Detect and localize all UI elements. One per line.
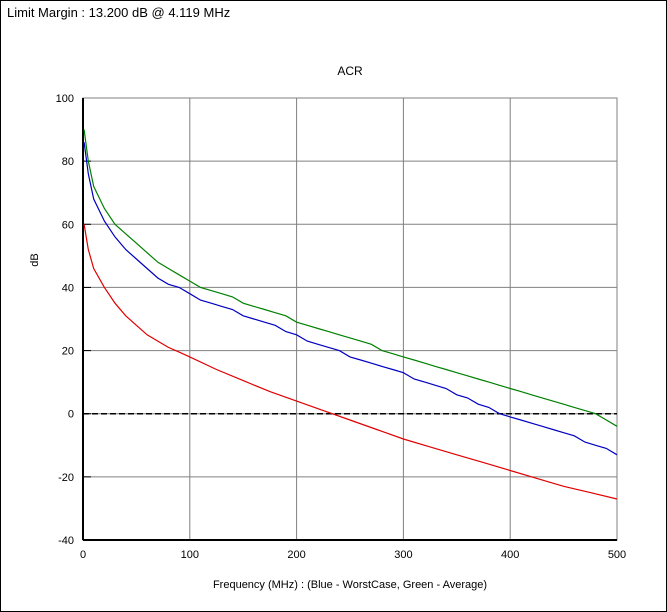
x-tick-label: 200 <box>287 549 305 561</box>
x-axis-label: Frequency (MHz) : (Blue - WorstCase, Gre… <box>213 579 487 591</box>
x-tick-label: 300 <box>394 549 412 561</box>
grid <box>82 97 618 541</box>
y-tick-label: 40 <box>62 282 74 294</box>
y-tick-label: 60 <box>62 219 74 231</box>
x-tick-label: 100 <box>181 549 199 561</box>
y-axis-label: dB <box>29 253 41 266</box>
y-tick-label: 0 <box>68 409 74 421</box>
x-tick-label: 400 <box>501 549 519 561</box>
y-tick-label: -20 <box>58 472 74 484</box>
limit-margin-text: Limit Margin : 13.200 dB @ 4.119 MHz <box>7 5 231 20</box>
x-tick-label: 0 <box>80 549 86 561</box>
chart-title: ACR <box>337 64 363 78</box>
series-layer <box>83 129 618 500</box>
x-tick-label: 500 <box>608 549 626 561</box>
worstcase-series-line <box>83 142 618 456</box>
y-tick-label: 20 <box>62 346 74 358</box>
y-tick-label: 80 <box>62 156 74 168</box>
y-tick-label: 100 <box>56 93 74 105</box>
average-series-line <box>83 129 618 427</box>
y-tick-label: -40 <box>58 535 74 547</box>
limit-series-line <box>83 224 618 500</box>
tick-labels: 0 100 200 300 400 500 -40 -20 0 20 40 60 80 100 <box>56 93 627 561</box>
plot-border <box>82 97 618 541</box>
